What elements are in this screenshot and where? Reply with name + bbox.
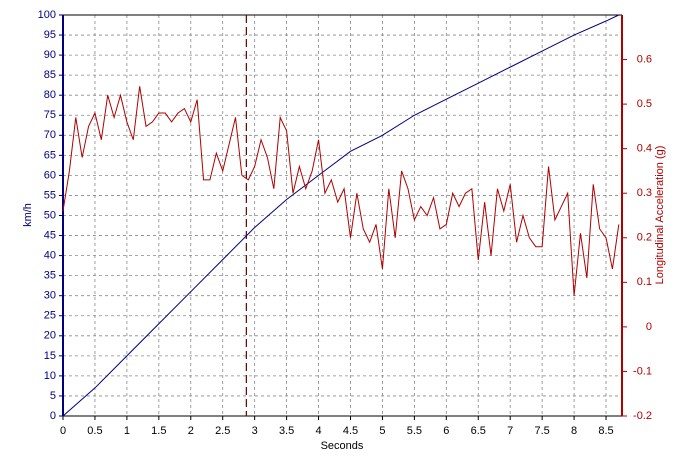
y2-tick-label: 0.2 bbox=[637, 232, 652, 244]
x-tick-label: 1 bbox=[124, 425, 130, 437]
y-tick-label: 40 bbox=[44, 250, 56, 262]
y2-axis-label: Longitudinal Acceleration (g) bbox=[654, 146, 666, 285]
y2-tick-label: -0.2 bbox=[633, 410, 652, 422]
y-tick-label: 50 bbox=[44, 209, 56, 221]
y-tick-label: 90 bbox=[44, 49, 56, 61]
x-tick-label: 3.5 bbox=[279, 425, 294, 437]
y2-tick-label: 0.4 bbox=[637, 143, 652, 155]
x-tick-label: 5 bbox=[379, 425, 385, 437]
y-axis-label: km/h bbox=[22, 203, 34, 227]
x-tick-label: 2.5 bbox=[215, 425, 230, 437]
y-tick-label: 35 bbox=[44, 270, 56, 282]
y2-tick-label: 0 bbox=[646, 321, 652, 333]
x-tick-label: 6.5 bbox=[471, 425, 486, 437]
y-tick-label: 75 bbox=[44, 109, 56, 121]
x-tick-label: 4 bbox=[315, 425, 321, 437]
y-tick-label: 0 bbox=[50, 410, 56, 422]
y-tick-label: 45 bbox=[44, 229, 56, 241]
y-tick-label: 70 bbox=[44, 129, 56, 141]
y-tick-label: 80 bbox=[44, 89, 56, 101]
y-tick-label: 60 bbox=[44, 169, 56, 181]
series-line bbox=[62, 14, 620, 417]
x-tick-label: 0 bbox=[60, 425, 66, 437]
y2-tick-label: 0.1 bbox=[637, 276, 652, 288]
y-tick-label: 65 bbox=[44, 149, 56, 161]
y-tick-label: 10 bbox=[44, 370, 56, 382]
y2-tick-label: 0.6 bbox=[637, 53, 652, 65]
y-tick-label: 15 bbox=[44, 350, 56, 362]
series-line bbox=[62, 86, 620, 296]
x-tick-label: 5.5 bbox=[407, 425, 422, 437]
y2-tick-label: 0.3 bbox=[637, 187, 652, 199]
x-tick-label: 8 bbox=[571, 425, 577, 437]
y2-tick-label: 0.5 bbox=[637, 98, 652, 110]
x-tick-label: 6 bbox=[443, 425, 449, 437]
x-tick-label: 3 bbox=[252, 425, 258, 437]
x-tick-label: 2 bbox=[188, 425, 194, 437]
y-tick-label: 100 bbox=[38, 9, 56, 21]
x-axis-label: Seconds bbox=[321, 440, 364, 452]
x-tick-label: 1.5 bbox=[151, 425, 166, 437]
y2-tick-label: -0.1 bbox=[633, 365, 652, 377]
y-tick-label: 30 bbox=[44, 290, 56, 302]
x-tick-label: 0.5 bbox=[87, 425, 102, 437]
x-tick-label: 7.5 bbox=[534, 425, 549, 437]
x-tick-label: 7 bbox=[507, 425, 513, 437]
y-tick-label: 55 bbox=[44, 189, 56, 201]
y-tick-label: 95 bbox=[44, 29, 56, 41]
x-tick-label: 4.5 bbox=[343, 425, 358, 437]
y-tick-label: 25 bbox=[44, 310, 56, 322]
y-tick-label: 5 bbox=[50, 390, 56, 402]
x-tick-label: 8.5 bbox=[598, 425, 613, 437]
y-tick-label: 20 bbox=[44, 330, 56, 342]
y-tick-label: 85 bbox=[44, 69, 56, 81]
